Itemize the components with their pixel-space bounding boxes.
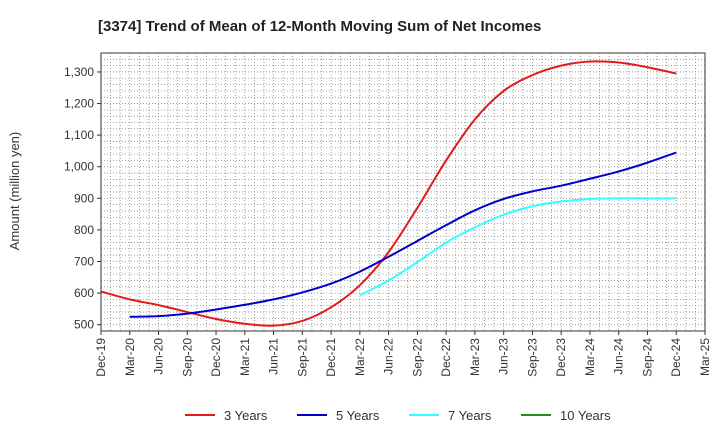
chart-title: [3374] Trend of Mean of 12-Month Moving … <box>98 18 541 35</box>
y-tick-label: 1,200 <box>64 97 94 111</box>
x-tick-label: Sep-24 <box>640 338 654 377</box>
x-tick-label: Mar-24 <box>583 338 597 376</box>
series-line-3-years <box>100 60 677 327</box>
x-tick-label: Mar-21 <box>238 338 252 376</box>
x-tick-label: Dec-23 <box>554 338 568 377</box>
x-tick-label: Dec-24 <box>669 338 683 377</box>
legend-label-7-years: 7 Years <box>448 408 492 423</box>
x-tick-label: Mar-20 <box>123 338 137 376</box>
x-tick-label: Jun-23 <box>497 338 511 375</box>
x-tick-label: Dec-19 <box>94 338 108 377</box>
x-tick-label: Mar-25 <box>698 338 712 376</box>
x-tick-label: Sep-20 <box>180 338 194 377</box>
x-tick-label: Mar-23 <box>468 338 482 376</box>
x-tick-label: Jun-21 <box>267 338 281 375</box>
y-tick-label: 700 <box>74 255 94 269</box>
y-tick-label: 500 <box>74 318 94 332</box>
series-line-7-years <box>359 197 677 297</box>
x-tick-label: Dec-22 <box>439 338 453 377</box>
x-tick-label: Jun-20 <box>152 338 166 375</box>
y-tick-label: 600 <box>74 286 94 300</box>
series-line-5-years <box>129 151 677 318</box>
y-tick-label: 1,100 <box>64 128 94 142</box>
x-tick-label: Sep-21 <box>295 338 309 377</box>
legend-label-5-years: 5 Years <box>336 408 380 423</box>
y-tick-label: 1,000 <box>64 160 94 174</box>
y-tick-label: 900 <box>74 191 94 205</box>
legend-label-10-years: 10 Years <box>560 408 611 423</box>
legend-label-3-years: 3 Years <box>224 408 268 423</box>
x-tick-label: Mar-22 <box>353 338 367 376</box>
y-tick-label: 1,300 <box>64 65 94 79</box>
x-tick-label: Dec-20 <box>209 338 223 377</box>
y-axis-label: Amount (million yen) <box>7 132 22 251</box>
x-tick-label: Jun-22 <box>382 338 396 375</box>
x-tick-label: Jun-24 <box>612 338 626 375</box>
x-tick-label: Dec-21 <box>324 338 338 377</box>
plot-border <box>100 52 706 332</box>
plot-area <box>101 53 705 331</box>
y-tick-label: 800 <box>74 223 94 237</box>
x-tick-label: Sep-22 <box>410 338 424 377</box>
x-tick-label: Sep-23 <box>525 338 539 377</box>
